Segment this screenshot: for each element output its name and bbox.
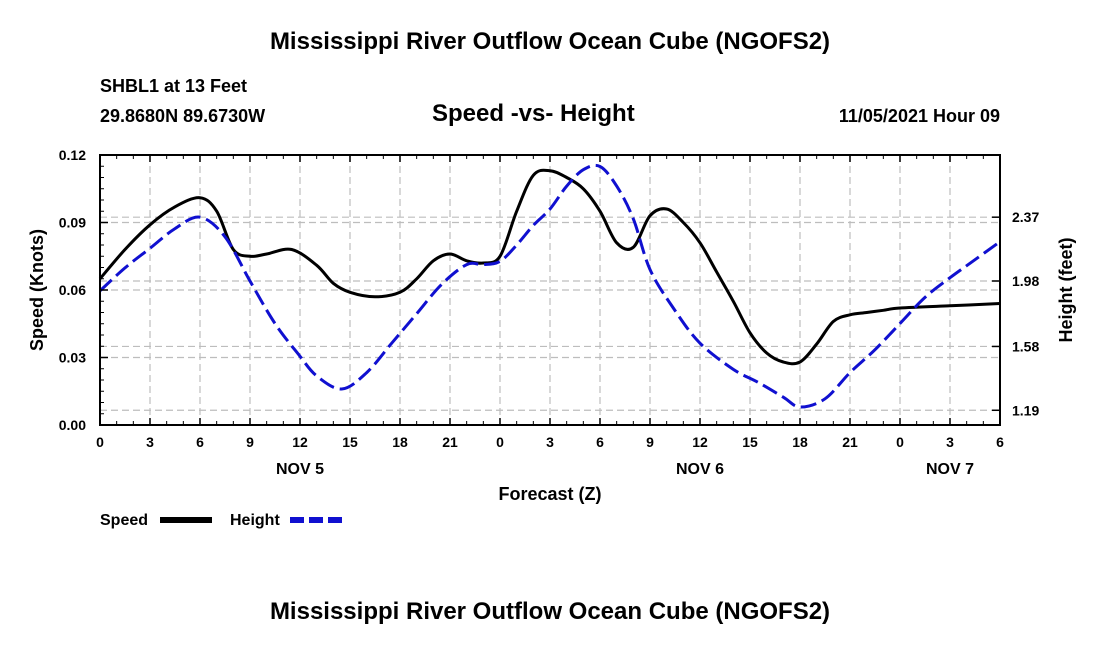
y-tick-label: 0.06 <box>59 282 86 298</box>
legend: Speed Height <box>100 512 342 529</box>
x-tick-label: 0 <box>496 434 504 450</box>
y2-tick-label: 1.19 <box>1012 402 1039 418</box>
axis-layer: 0 3 6 9 12 15 18 21 0 3 6 9 12 15 18 21 0 3 6 NOV 5 NOV 6 NOV… <box>59 147 1040 478</box>
legend-label-height: Height <box>230 512 280 529</box>
x-tick-label: 21 <box>442 434 458 450</box>
day-label: NOV 6 <box>676 461 724 478</box>
chart-subtitle: Speed -vs- Height <box>432 100 635 127</box>
x-tick-label: 18 <box>792 434 808 450</box>
y-tick-label: 0.03 <box>59 350 86 366</box>
footer-title: Mississippi River Outflow Ocean Cube (NG… <box>269 598 831 625</box>
y-axis-label: Speed (Knots) <box>27 229 47 351</box>
y-tick-label: 0.00 <box>59 417 86 433</box>
x-tick-label: 3 <box>146 434 154 450</box>
legend-label-speed: Speed <box>100 512 148 529</box>
station-name: SHBL1 at 13 Feet <box>100 76 248 96</box>
x-tick-label: 12 <box>692 434 708 450</box>
x-tick-label: 6 <box>596 434 604 450</box>
grid-layer <box>100 155 1000 425</box>
x-tick-label: 6 <box>996 434 1004 450</box>
x-tick-label: 6 <box>196 434 204 450</box>
x-tick-label: 9 <box>246 434 254 450</box>
series-line-height <box>98 163 1001 409</box>
day-label: NOV 5 <box>276 461 324 478</box>
x-tick-label: 3 <box>946 434 954 450</box>
x-axis-label: Forecast (Z) <box>498 484 601 504</box>
y2-tick-label: 2.37 <box>1012 209 1039 225</box>
x-tick-label: 18 <box>392 434 408 450</box>
x-tick-label: 9 <box>646 434 654 450</box>
x-tick-label: 0 <box>96 434 104 450</box>
series-line-speed <box>98 168 1001 366</box>
series-layer <box>98 163 1001 409</box>
y2-tick-label: 1.58 <box>1012 338 1039 354</box>
y2-axis-label: Height (feet) <box>1056 238 1076 343</box>
x-tick-label: 3 <box>546 434 554 450</box>
x-tick-label: 15 <box>742 434 758 450</box>
y-tick-label: 0.09 <box>59 215 86 231</box>
y2-tick-label: 1.98 <box>1012 273 1039 289</box>
x-tick-label: 21 <box>842 434 858 450</box>
x-tick-label: 12 <box>292 434 308 450</box>
forecast-datetime: 11/05/2021 Hour 09 <box>838 106 1000 126</box>
x-tick-label: 0 <box>896 434 904 450</box>
x-tick-label: 15 <box>342 434 358 450</box>
page-title: Mississippi River Outflow Ocean Cube (NG… <box>269 28 831 55</box>
day-label: NOV 7 <box>926 461 974 478</box>
station-coordinates: 29.8680N 89.6730W <box>100 106 266 126</box>
y-tick-label: 0.12 <box>59 147 86 163</box>
